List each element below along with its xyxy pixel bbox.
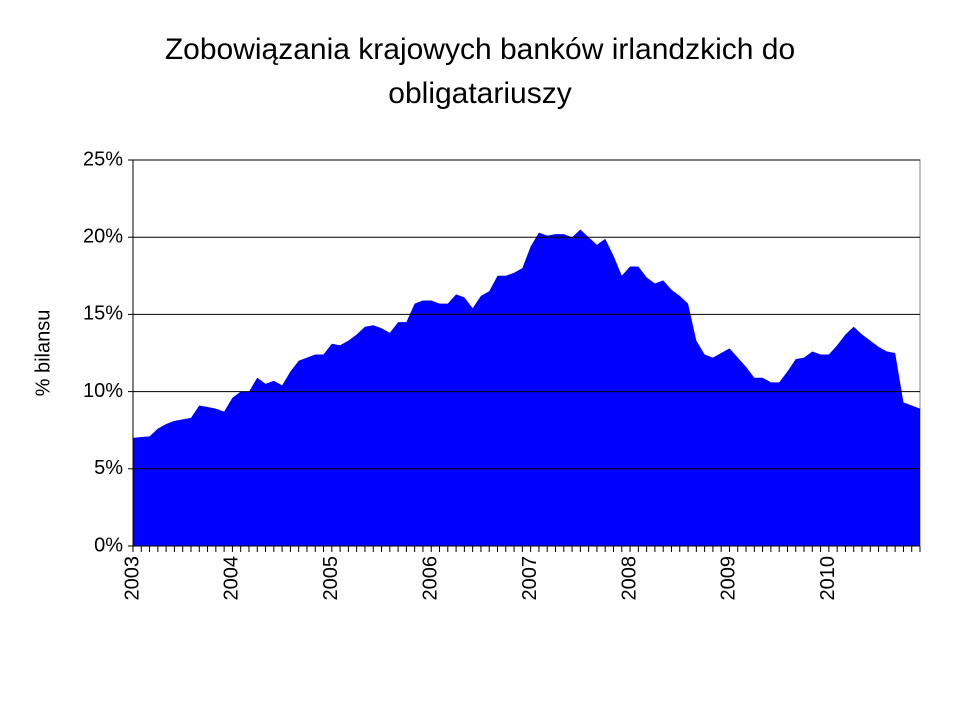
x-tick-label: 2006 [420, 556, 442, 601]
x-tick-label: 2004 [221, 556, 243, 601]
y-axis-label: % bilansu [32, 310, 54, 397]
y-tick-label: 25% [83, 148, 123, 170]
y-tick-label: 5% [94, 457, 123, 479]
area [133, 229, 920, 547]
y-tick-label: 15% [83, 303, 123, 325]
y-tick-label: 20% [83, 225, 123, 247]
y-tick-label: 10% [83, 380, 123, 402]
x-tick-label: 2007 [519, 556, 541, 601]
chart-title: Zobowiązania krajowych banków irlandzkic… [164, 33, 796, 110]
x-tick-label: 2009 [718, 556, 740, 601]
x-tick-label: 2008 [618, 556, 640, 601]
x-tick-label: 2005 [320, 556, 342, 601]
x-tick-label: 2003 [121, 556, 143, 601]
x-tick-label: 2010 [817, 556, 839, 601]
y-tick-label: 0% [94, 534, 123, 556]
